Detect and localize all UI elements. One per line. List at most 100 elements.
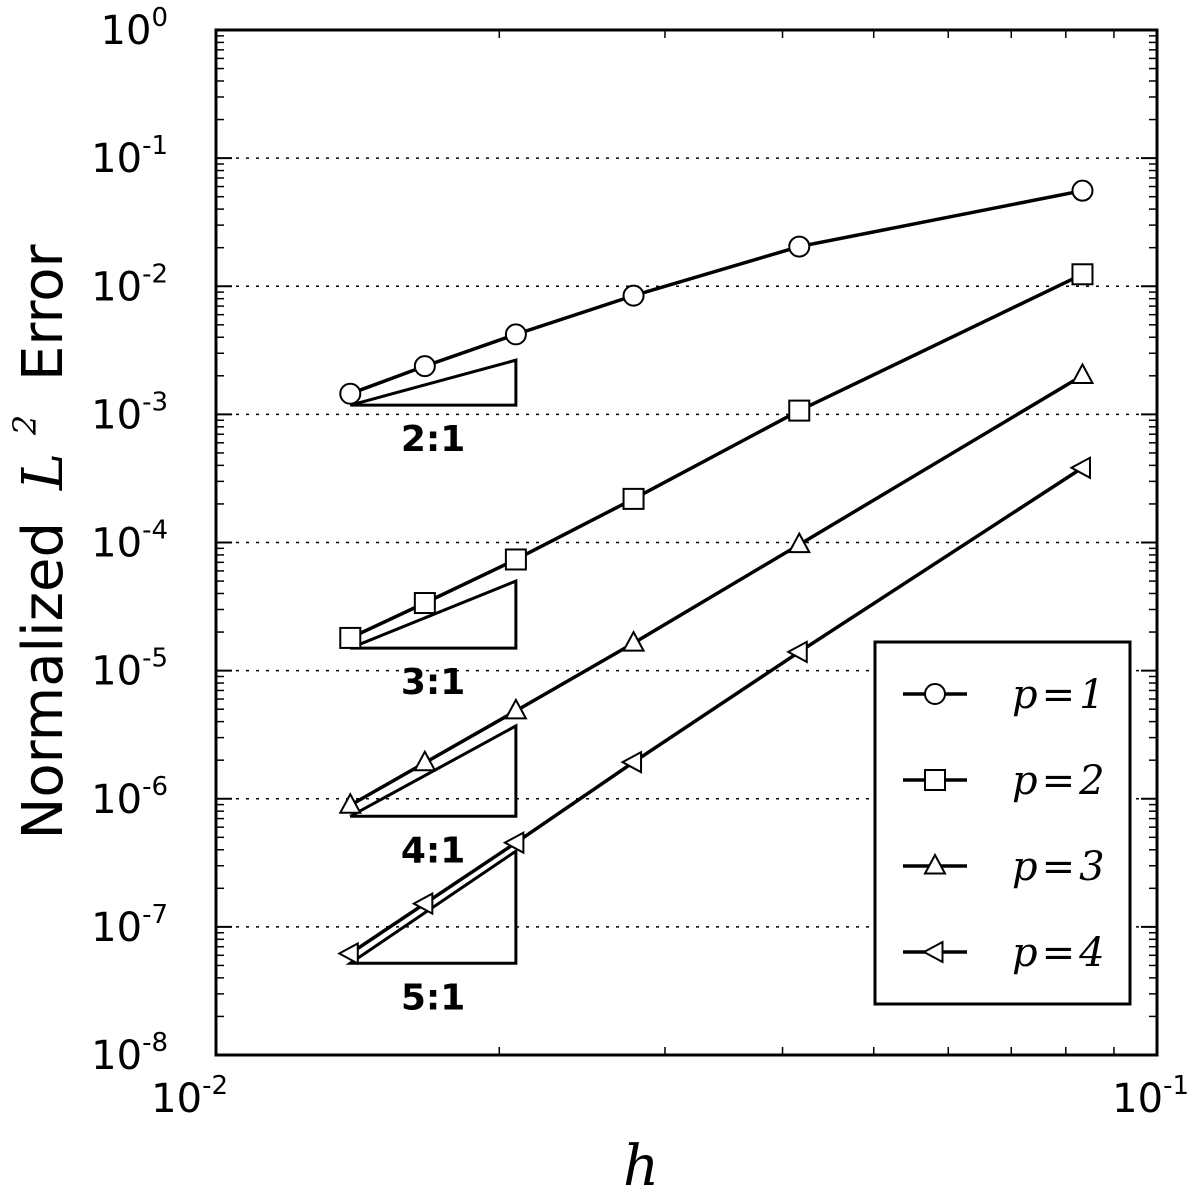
legend-value: 4	[1078, 930, 1104, 976]
legend-eq: =	[1042, 672, 1076, 718]
legend-var: p	[1012, 844, 1038, 890]
slope-triangles: 2:1 3:1 4:1 5:1	[345, 358, 518, 1018]
y-tick-base: 10	[91, 649, 142, 695]
y-axis-label-suffix: Error	[11, 243, 76, 380]
data-point	[924, 683, 946, 705]
y-tick-base: 10	[91, 136, 142, 182]
legend-value: 3	[1079, 844, 1104, 890]
y-tick-exp: -1	[142, 131, 168, 161]
y-tick-base: 10	[91, 905, 142, 951]
series-line	[349, 466, 1084, 955]
data-point	[1071, 179, 1094, 202]
legend-label: p = 2	[1012, 758, 1105, 804]
data-point	[504, 548, 527, 571]
slope-label: 4:1	[401, 830, 466, 871]
y-tick-exp: -6	[142, 772, 168, 802]
plot-frame	[214, 28, 1159, 1057]
data-point	[339, 626, 362, 649]
y-tick-label: 10-3	[91, 387, 168, 438]
legend-value: 2	[1078, 758, 1104, 804]
data-point	[788, 235, 811, 258]
slope-label: 2:1	[401, 419, 466, 460]
legend-box	[873, 640, 1132, 1006]
data-point	[502, 831, 525, 855]
series-line	[349, 272, 1084, 640]
x-tick-label: 10-1	[1112, 1071, 1189, 1122]
x-tick-base: 10	[1112, 1076, 1163, 1122]
y-tick-label: 10-1	[91, 131, 168, 182]
data-point	[504, 323, 527, 346]
series-triangle-up	[338, 362, 1095, 814]
y-tick-label: 10-4	[91, 516, 168, 567]
data-point	[411, 891, 434, 916]
data-point	[921, 940, 944, 964]
series-triangle-left	[337, 456, 1091, 966]
y-tick-exp: -8	[142, 1028, 168, 1058]
y-tick-base: 10	[101, 8, 152, 54]
y-tick-label: 10-7	[91, 900, 168, 951]
data-point	[413, 592, 436, 615]
x-axis-label: h	[623, 1134, 659, 1199]
legend-label: p = 4	[1012, 930, 1105, 976]
legend-item: p = 3	[903, 844, 1105, 890]
series-square	[339, 263, 1094, 649]
y-tick-exp: -5	[142, 644, 168, 674]
legend-label: p = 3	[1012, 844, 1105, 890]
data-point	[622, 284, 645, 307]
legend-var: p	[1012, 758, 1038, 804]
y-axis-label-sup: 2	[6, 415, 44, 436]
data-point	[337, 941, 359, 966]
data-point	[504, 697, 528, 720]
y-tick-exp: -4	[142, 516, 168, 546]
legend-eq: =	[1042, 930, 1076, 976]
slope-triangle	[349, 358, 518, 407]
data-point	[622, 487, 645, 510]
x-tick-exp: -2	[202, 1071, 228, 1101]
data-point	[339, 382, 362, 405]
y-tick-base: 10	[91, 521, 142, 567]
data-point	[1071, 263, 1094, 286]
series-line	[349, 188, 1083, 396]
data-point	[621, 629, 646, 652]
y-tick-label: 10-5	[91, 644, 168, 695]
y-tick-base: 10	[91, 1033, 142, 1079]
legend-item: p = 4	[903, 930, 1105, 976]
x-tick-labels: 10-2 10-1	[151, 1071, 1189, 1122]
data-point	[413, 749, 437, 772]
y-tick-label: 100	[101, 3, 168, 54]
data-point	[787, 531, 811, 554]
y-tick-exp: -3	[142, 387, 168, 417]
y-tick-exp: 0	[151, 3, 168, 33]
legend-var: p	[1012, 672, 1038, 718]
data-point	[338, 792, 362, 814]
data-point	[788, 399, 811, 422]
y-tick-exp: -2	[142, 259, 168, 289]
y-tick-label: 10-2	[91, 259, 168, 310]
y-tick-base: 10	[91, 264, 142, 310]
y-tick-label: 10-6	[91, 772, 168, 823]
y-tick-base: 10	[91, 777, 142, 823]
data-point	[1069, 456, 1091, 480]
slope-triangle	[349, 578, 518, 650]
data-point	[1070, 362, 1095, 385]
legend-item: p = 1	[903, 672, 1105, 718]
y-tick-base: 10	[91, 392, 142, 438]
y-tick-label: 10-8	[91, 1028, 168, 1079]
data-point	[923, 852, 947, 875]
legend-item: p = 2	[903, 758, 1105, 804]
grid-lines	[216, 157, 1157, 928]
slope-label: 3:1	[401, 662, 466, 703]
x-tick-exp: -1	[1163, 1071, 1189, 1101]
data-point	[620, 750, 643, 774]
data-point	[413, 355, 436, 378]
legend-value: 1	[1079, 672, 1104, 718]
legend: p = 1p = 2p = 3p = 4	[873, 640, 1132, 1006]
data-point	[924, 769, 946, 791]
legend-eq: =	[1042, 758, 1076, 804]
y-tick-exp: -7	[142, 900, 168, 930]
data-point	[786, 640, 808, 664]
x-tick-label: 10-2	[151, 1071, 228, 1122]
y-axis-label-prefix: Normalized	[11, 522, 76, 840]
